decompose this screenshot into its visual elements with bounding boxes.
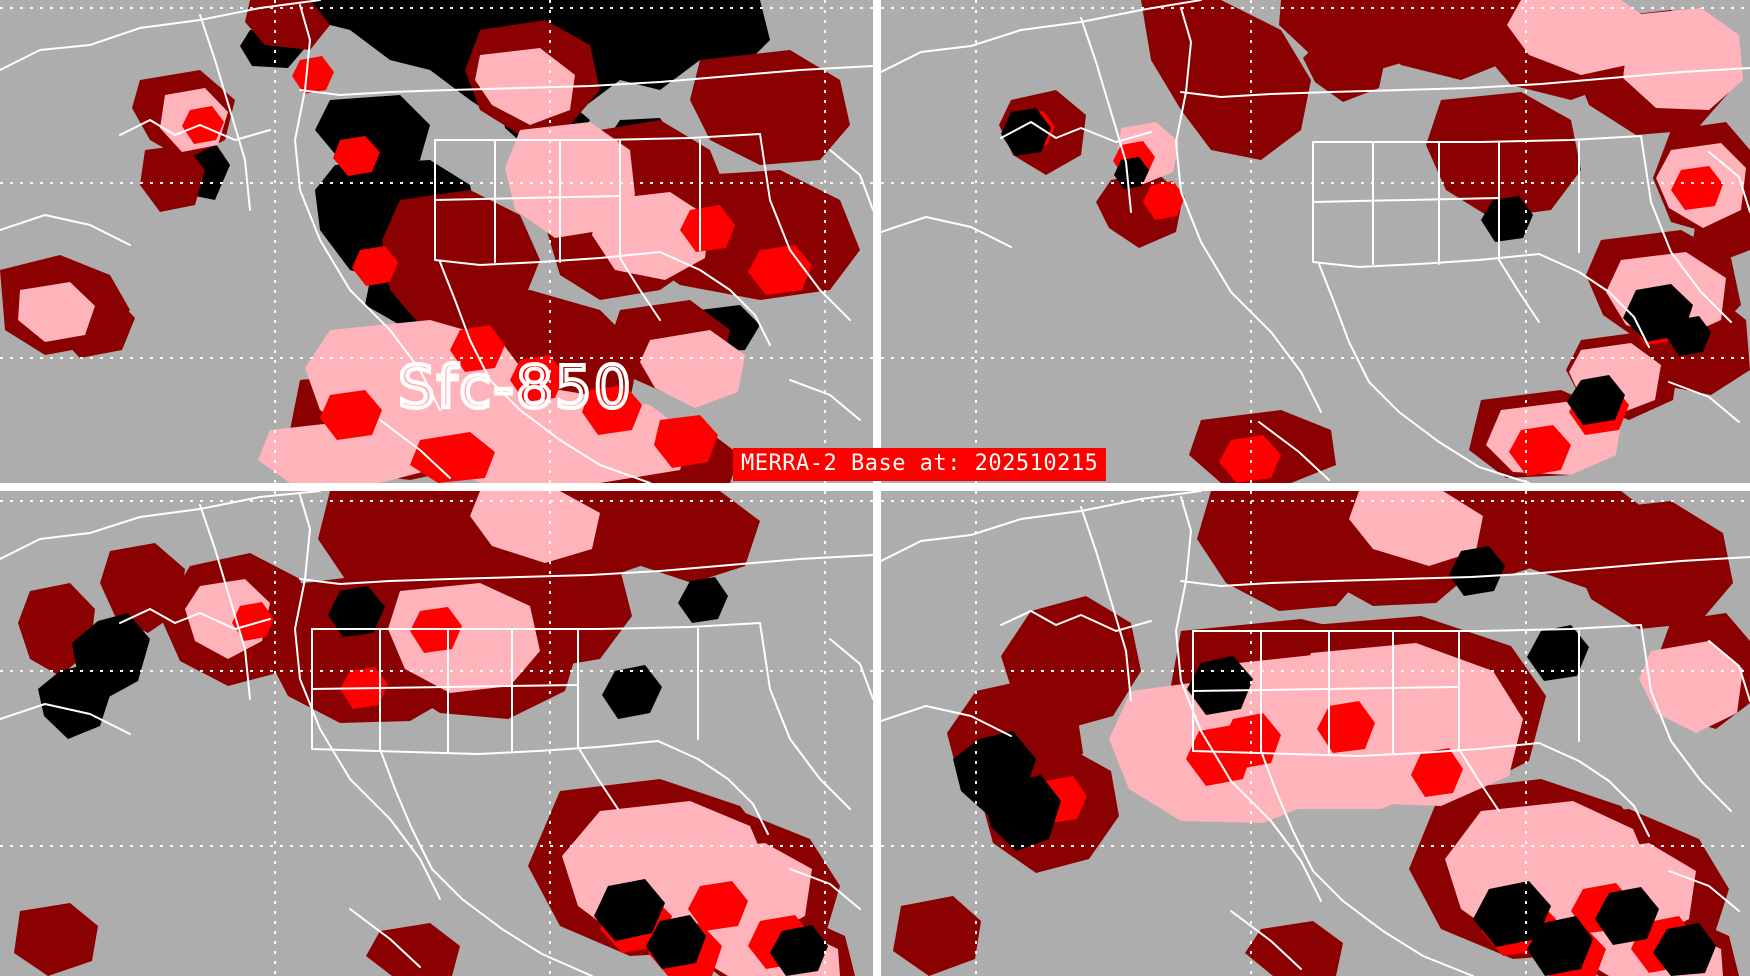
panel-700-500-map: [0, 491, 873, 976]
panel-850-700: 850-700: [881, 0, 1750, 483]
panel-500-300-map: [881, 491, 1750, 976]
panel-700-500: 700-500: [0, 491, 873, 976]
panel-divider-horizontal: [0, 483, 1750, 491]
panel-850-700-map: [881, 0, 1750, 483]
panel-sfc-850: Sfc-850: [0, 0, 873, 483]
panel-sfc-850-map: [0, 0, 873, 483]
panel-500-300: 500-300: [881, 491, 1750, 976]
model-timestamp-banner: MERRA-2 Base at: 202510215: [733, 448, 1107, 482]
